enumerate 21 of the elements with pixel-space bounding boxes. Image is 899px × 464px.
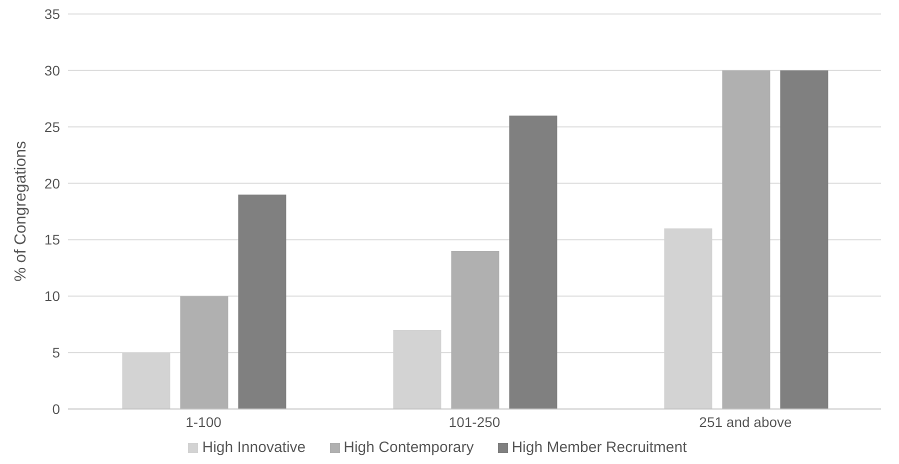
y-tick-label: 5 <box>52 344 60 361</box>
legend-label: High Innovative <box>202 439 306 456</box>
legend-label: High Member Recruitment <box>512 439 687 456</box>
bar <box>722 70 770 409</box>
bar <box>180 296 228 409</box>
x-tick-label: 251 and above <box>699 414 792 430</box>
y-tick-label: 15 <box>44 232 60 248</box>
bar <box>509 116 558 409</box>
y-tick-label: 20 <box>44 175 60 192</box>
y-tick-label: 35 <box>44 6 60 22</box>
bar <box>780 70 828 409</box>
y-tick-label: 10 <box>44 288 60 304</box>
y-axis-title: % of Congregations <box>12 140 30 282</box>
y-tick-label: 25 <box>44 118 60 135</box>
x-tick-label: 1-100 <box>186 414 222 430</box>
y-tick-label: 0 <box>52 400 60 417</box>
x-tick-label: 101-250 <box>448 414 500 430</box>
bar <box>451 251 500 409</box>
y-tick-label: 30 <box>44 62 60 78</box>
legend-label: High Contemporary <box>344 439 474 456</box>
bar <box>238 194 286 409</box>
